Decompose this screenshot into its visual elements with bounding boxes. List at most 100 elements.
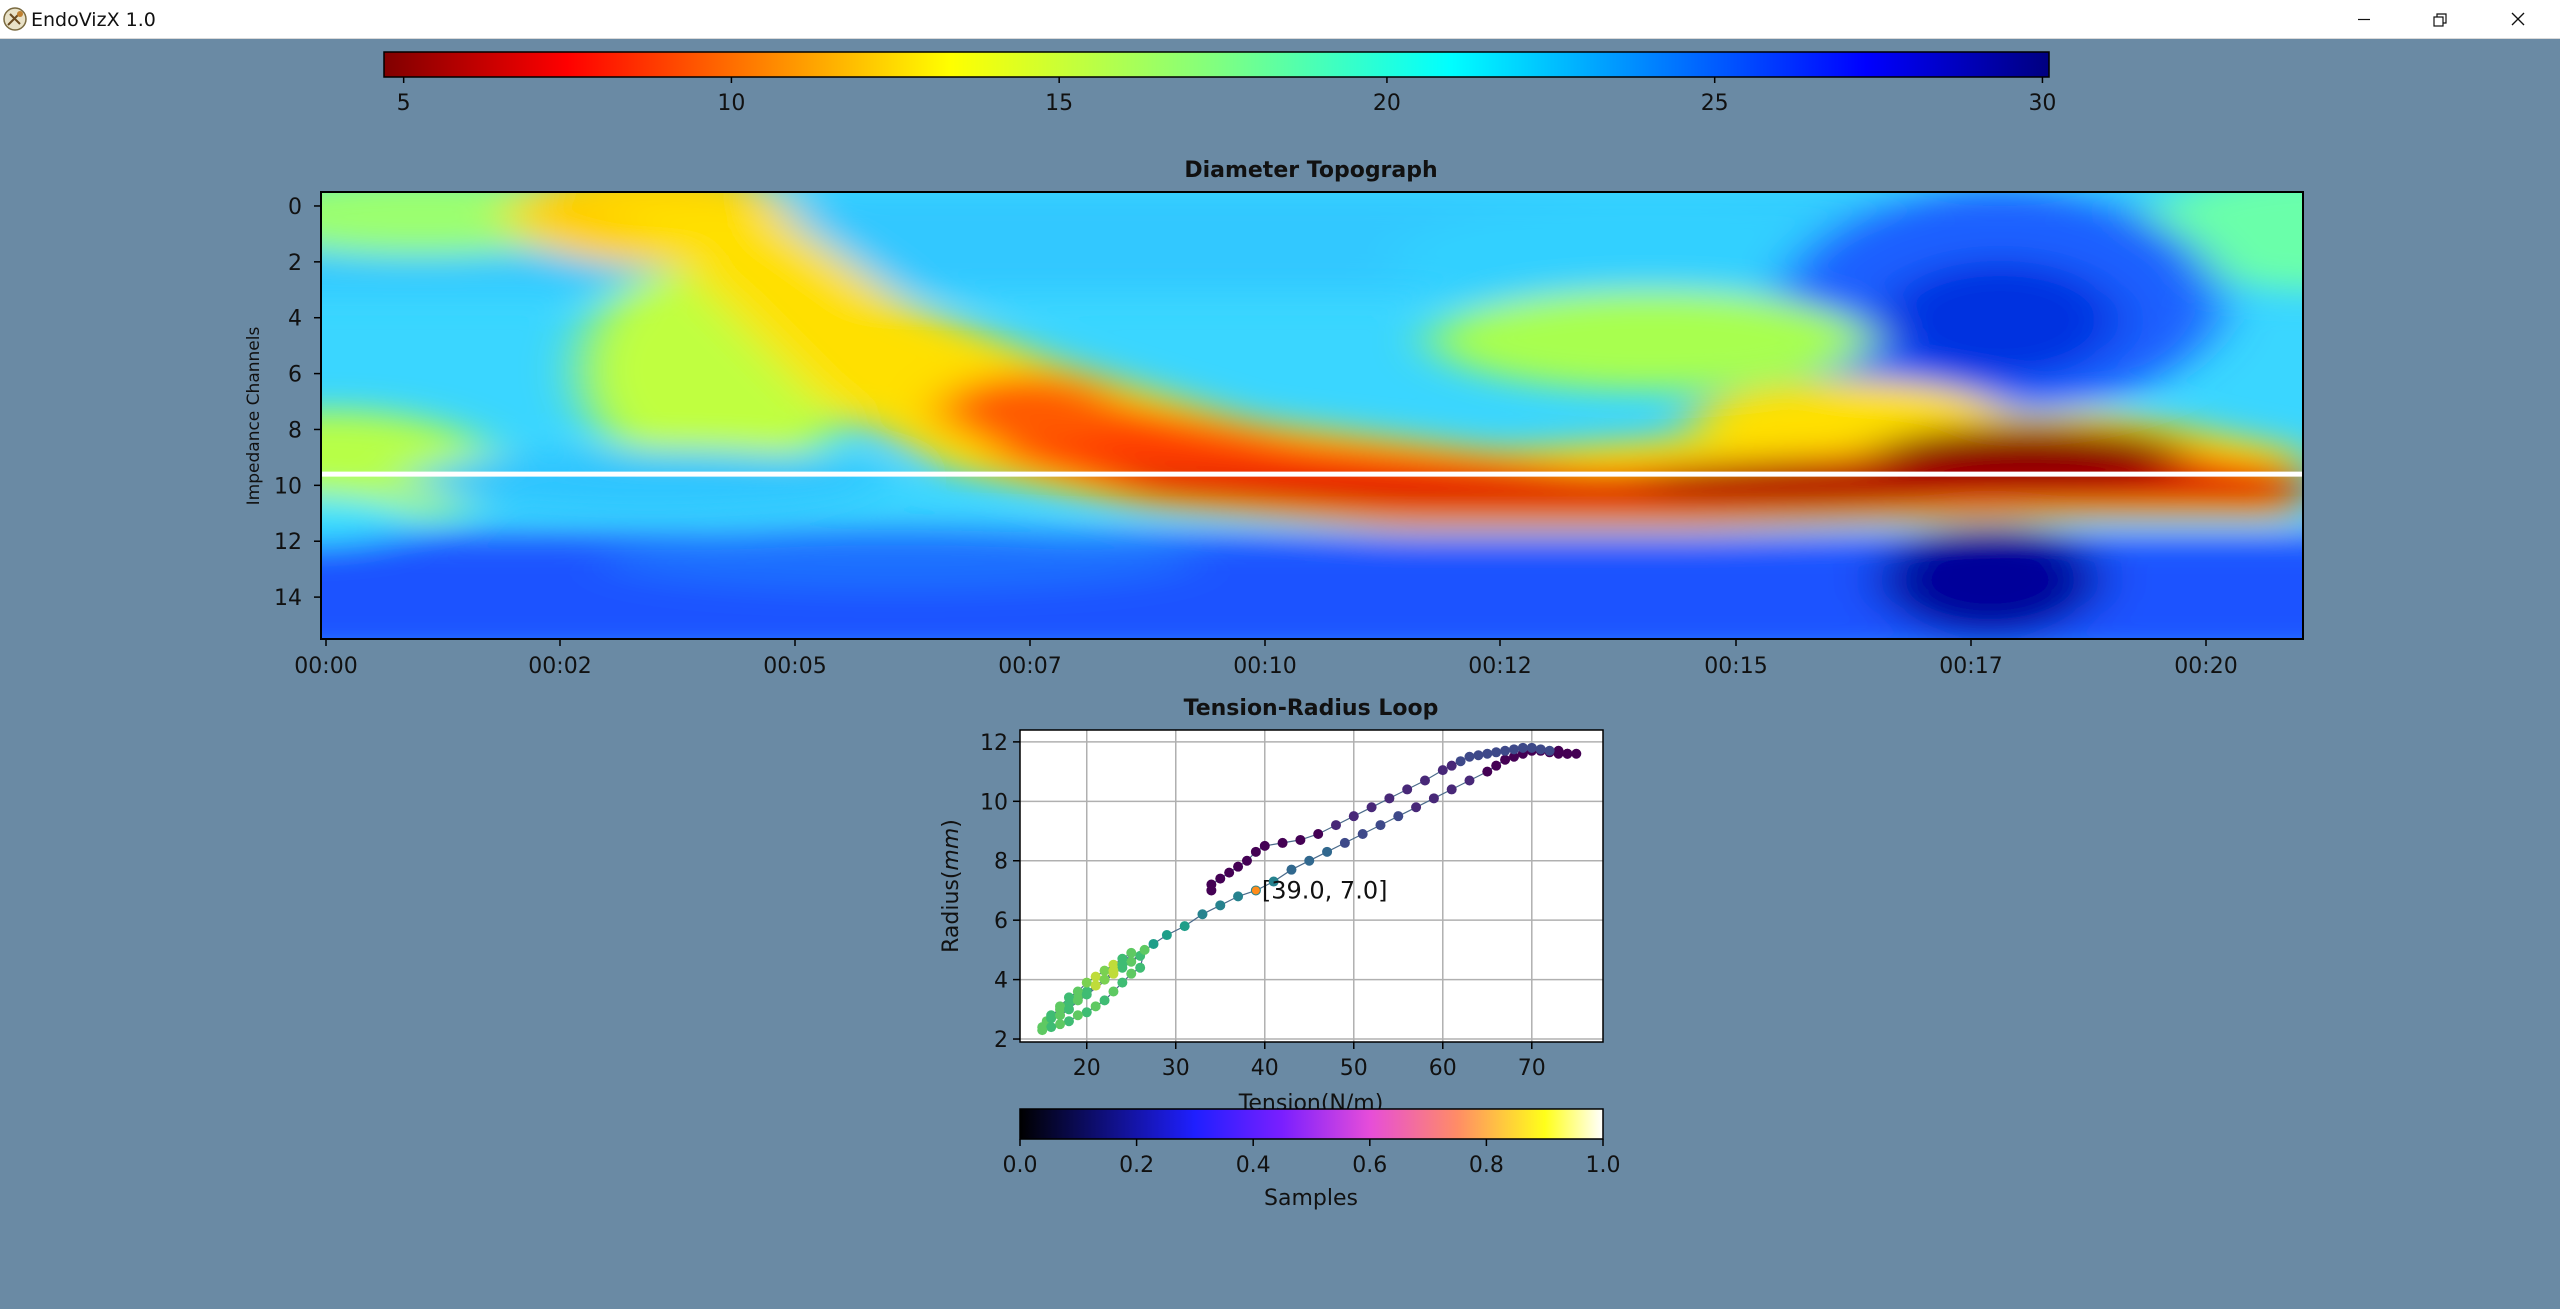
loop-point <box>1081 1007 1092 1018</box>
loop-ytick-label: 2 <box>994 1028 1008 1053</box>
loop-point <box>1081 977 1092 988</box>
loop-point <box>1063 992 1074 1003</box>
loop-point <box>1117 959 1128 970</box>
loop-point <box>1322 846 1333 857</box>
loop-ytick-label: 12 <box>980 731 1008 756</box>
loop-point <box>1108 965 1119 976</box>
loop-point <box>1179 921 1190 932</box>
loop-point <box>1224 867 1235 878</box>
loop-point <box>1428 793 1439 804</box>
loop-point <box>1126 968 1137 979</box>
restore-button[interactable] <box>2402 0 2478 39</box>
loop-point <box>1491 760 1502 771</box>
restore-icon <box>2433 13 2447 27</box>
loop-point <box>1544 745 1555 756</box>
loop-xticks: 20 30 40 50 60 70 <box>1073 1042 1546 1081</box>
loop-point <box>1099 995 1110 1006</box>
loop-point <box>1215 900 1226 911</box>
bottom-colorbar <box>1019 1108 1604 1140</box>
top-colorbar-tick-label: 15 <box>1045 91 1073 116</box>
loop-point <box>1339 837 1350 848</box>
loop-xtick-label: 60 <box>1429 1056 1457 1081</box>
loop-point <box>1072 986 1083 997</box>
app-logo-icon <box>3 7 27 31</box>
loop-point <box>1286 864 1297 875</box>
loop-ytick-label: 6 <box>994 909 1008 934</box>
topograph-ytick-label: 0 <box>288 195 302 220</box>
loop-point <box>1055 1001 1066 1012</box>
title-bar: EndoVizX 1.0 <box>0 0 2560 39</box>
loop-point <box>1063 1016 1074 1027</box>
bottom-colorbar-ticks: 0.0 0.2 0.4 0.6 0.8 1.0 <box>1003 1139 1621 1178</box>
loop-point <box>1072 995 1083 1006</box>
loop-point <box>1446 760 1457 771</box>
loop-point <box>1148 938 1159 949</box>
loop-point <box>1571 748 1582 759</box>
close-icon <box>2511 12 2525 26</box>
loop-point <box>1526 742 1537 753</box>
loop-point <box>1037 1025 1048 1036</box>
loop-point <box>1366 802 1377 813</box>
loop-xtick-label: 50 <box>1340 1056 1368 1081</box>
loop-point <box>1241 855 1252 866</box>
loop-title: Tension-Radius Loop <box>1184 696 1439 721</box>
loop-point <box>1046 1013 1057 1024</box>
loop-point <box>1197 909 1208 920</box>
loop-annotation-marker <box>1251 886 1260 895</box>
loop-point <box>1161 930 1172 941</box>
bottom-colorbar-tick-label: 1.0 <box>1586 1153 1621 1178</box>
loop-point <box>1375 820 1386 831</box>
loop-ylabel-unit: mm <box>939 828 964 871</box>
topograph-xtick-label: 00:15 <box>1704 654 1767 679</box>
bottom-colorbar-tick-label: 0.2 <box>1119 1153 1154 1178</box>
top-colorbar-tick-label: 25 <box>1701 91 1729 116</box>
loop-point <box>1357 829 1368 839</box>
figure-canvas: 5 10 15 20 25 30 Diameter Topograph <box>244 51 2304 1211</box>
loop-ytick-label: 10 <box>980 790 1008 815</box>
loop-point <box>1402 784 1413 795</box>
bottom-colorbar-tick-label: 0.8 <box>1469 1153 1504 1178</box>
loop-xtick-label: 20 <box>1073 1056 1101 1081</box>
bottom-colorbar-tick-label: 0.4 <box>1236 1153 1271 1178</box>
top-colorbar-tick-label: 30 <box>2028 91 2056 116</box>
topograph-heatmap <box>321 192 2303 639</box>
topograph-xtick-label: 00:00 <box>294 654 357 679</box>
loop-ytick-label: 8 <box>994 850 1008 875</box>
loop-point <box>1139 944 1150 955</box>
loop-point <box>1099 965 1110 976</box>
loop-point <box>1126 956 1137 967</box>
loop-point <box>1277 837 1288 848</box>
loop-point <box>1517 742 1528 753</box>
loop-point <box>1135 962 1146 973</box>
topograph-xticks: 00:00 00:02 00:05 00:07 00:10 00:12 00:15 00:17… <box>294 639 2238 679</box>
loop-frame <box>1019 729 1604 1043</box>
loop-point <box>1313 829 1324 839</box>
loop-point <box>1055 1010 1066 1021</box>
top-colorbar-ticks: 5 10 15 20 25 30 <box>397 77 2056 116</box>
loop-point <box>1491 747 1502 758</box>
topograph-xtick-label: 00:20 <box>2174 654 2237 679</box>
loop-point <box>1411 802 1422 813</box>
loop-ylabel: Radius(mm) <box>939 819 964 953</box>
loop-point <box>1215 873 1226 884</box>
topograph-yticks: 0 2 4 6 8 10 12 14 <box>274 195 321 611</box>
minimize-icon <box>2358 18 2370 21</box>
loop-point <box>1348 811 1359 822</box>
loop-point <box>1419 775 1430 786</box>
window-title: EndoVizX 1.0 <box>31 9 156 31</box>
top-colorbar-tick-label: 20 <box>1373 91 1401 116</box>
bottom-colorbar-tick-label: 0.0 <box>1003 1153 1038 1178</box>
topograph-ylabel: Impedance Channels <box>244 327 264 506</box>
topograph-ytick-label: 6 <box>288 363 302 388</box>
bottom-colorbar-tick-label: 0.6 <box>1352 1153 1387 1178</box>
minimize-button[interactable] <box>2326 0 2402 39</box>
topograph-ytick-label: 14 <box>274 586 302 611</box>
bottom-colorbar-label: Samples <box>1264 1186 1358 1211</box>
loop-point <box>1055 1019 1066 1030</box>
top-colorbar <box>383 51 2050 78</box>
close-button[interactable] <box>2480 0 2556 39</box>
top-colorbar-tick-label: 10 <box>717 91 745 116</box>
loop-point <box>1268 876 1279 887</box>
topograph-xtick-label: 00:05 <box>763 654 826 679</box>
loop-point <box>1117 977 1128 988</box>
